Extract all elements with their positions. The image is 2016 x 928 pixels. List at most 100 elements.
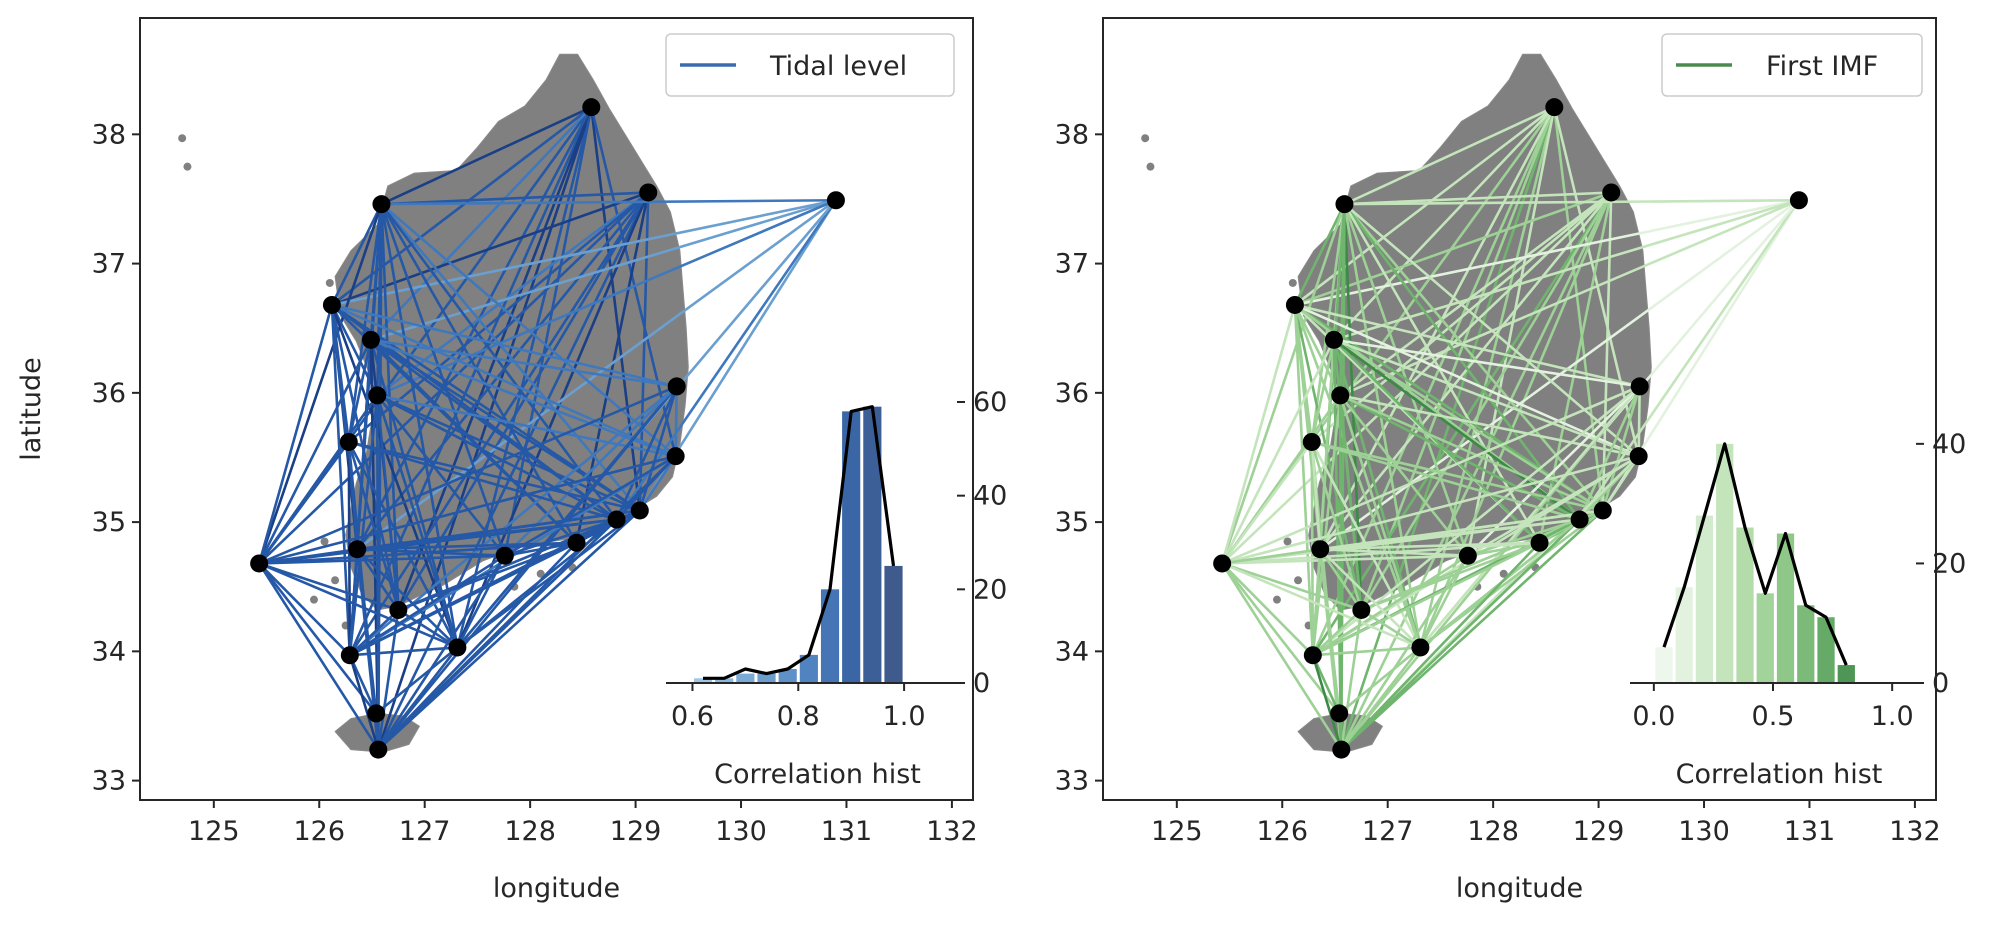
station-node — [567, 533, 586, 552]
histogram-bar — [736, 673, 755, 683]
network-edge — [1466, 518, 1581, 558]
station-node — [1789, 191, 1808, 210]
network-edge — [1293, 303, 1640, 458]
histogram-bar — [1655, 647, 1673, 683]
network-edge — [1601, 191, 1613, 512]
station-node — [1285, 295, 1304, 314]
inset-x-tick-label: 0.6 — [671, 701, 714, 732]
network-edge — [1332, 338, 1642, 388]
island-7 — [1499, 569, 1508, 578]
network-edge — [377, 608, 400, 751]
inset-y-tick-label: 0 — [1932, 668, 1949, 699]
network-edge — [330, 198, 838, 307]
network-edge — [1340, 518, 1581, 751]
map-ticks: 125 126 127 128 129 130 131 132 33 34 35 36 37 38 — [92, 119, 978, 847]
station-node — [1411, 638, 1430, 657]
network-edge — [348, 394, 379, 657]
inset-y-tick-label: 40 — [973, 481, 1007, 512]
network-edge — [1293, 303, 1422, 649]
network-edge — [355, 547, 400, 612]
network-edge — [375, 394, 507, 558]
station-node — [582, 98, 601, 117]
network-edge — [575, 191, 650, 545]
network-edge — [369, 338, 578, 545]
network-edge — [1338, 394, 1470, 558]
network-edge — [1220, 385, 1642, 565]
network-edge — [330, 303, 459, 649]
network-edge — [1340, 554, 1470, 751]
x-tick-label: 128 — [1467, 816, 1519, 847]
network-edge — [330, 303, 379, 397]
legend: Tidal level — [665, 33, 955, 97]
network-edge — [1340, 105, 1556, 751]
network-edge — [380, 202, 642, 512]
network-edge — [1220, 547, 1322, 565]
station-node — [340, 646, 359, 665]
network-edge — [1311, 653, 1341, 715]
network-edge — [1220, 554, 1470, 565]
legend-label: First IMF — [1766, 51, 1878, 82]
station-node — [630, 501, 649, 520]
histogram-bar — [693, 678, 713, 683]
network-edge — [1311, 554, 1470, 657]
x-axis-label: longitude — [1456, 873, 1583, 904]
network-edge — [1220, 562, 1315, 657]
x-tick-label: 129 — [610, 816, 662, 847]
station-node — [1530, 533, 1549, 552]
x-tick-label: 127 — [399, 816, 451, 847]
histogram-bar — [1695, 515, 1714, 683]
network-edge — [374, 646, 459, 715]
network-edge — [1220, 562, 1343, 751]
network-edge — [375, 394, 642, 512]
network-edge — [347, 440, 642, 512]
network-edge — [257, 562, 378, 715]
y-tick-label: 36 — [1055, 378, 1089, 409]
network-edge — [348, 105, 593, 657]
island-3 — [1294, 576, 1303, 585]
network-edge — [1338, 394, 1343, 751]
network-edge — [1318, 547, 1422, 649]
network-edge — [377, 541, 578, 751]
network-edge — [1318, 191, 1613, 551]
histogram-bar — [1675, 587, 1693, 683]
right-panel-first-imf: 125 126 127 128 129 130 131 132 33 34 35 36 37 38 lon… — [1055, 17, 1966, 904]
inset-x-axis-label: Correlation hist — [1676, 759, 1883, 790]
island-4 — [309, 595, 318, 604]
network-edge — [1340, 191, 1613, 751]
island-1 — [1146, 162, 1155, 171]
network-edge — [1343, 202, 1605, 512]
network-edges — [257, 105, 838, 751]
station-node — [1458, 546, 1477, 565]
station-node — [361, 330, 380, 349]
network-edge — [1538, 191, 1613, 545]
station-node — [367, 704, 386, 723]
network-edge — [348, 653, 380, 751]
network-edge — [1293, 303, 1315, 657]
network-edge — [377, 191, 650, 751]
histogram-bar — [1817, 617, 1835, 683]
network-edge — [1332, 338, 1541, 545]
island-0 — [1141, 134, 1150, 143]
island-7 — [536, 569, 545, 578]
inset-y-tick-label: 20 — [1932, 548, 1966, 579]
network-edge — [330, 303, 677, 458]
network-edge — [1340, 541, 1541, 751]
station-node — [389, 600, 408, 619]
station-node — [1593, 501, 1612, 520]
network-edge — [1578, 385, 1642, 521]
y-tick-label: 33 — [1055, 766, 1089, 797]
network-edge — [355, 547, 459, 649]
x-tick-label: 126 — [293, 816, 345, 847]
station-node — [1324, 330, 1343, 349]
x-tick-label: 125 — [1151, 816, 1203, 847]
station-nodes — [1213, 98, 1808, 759]
inset-x-tick-label: 0.0 — [1632, 701, 1675, 732]
network-edge — [380, 105, 593, 206]
network-edge — [1220, 338, 1336, 565]
station-node — [666, 447, 685, 466]
left-panel-tidal-level: 125 126 127 128 129 130 131 132 33 34 35 36 37 38 lon… — [16, 17, 1007, 904]
histogram-bar — [757, 673, 776, 683]
network-edge — [1601, 454, 1640, 512]
y-tick-label: 36 — [92, 378, 126, 409]
